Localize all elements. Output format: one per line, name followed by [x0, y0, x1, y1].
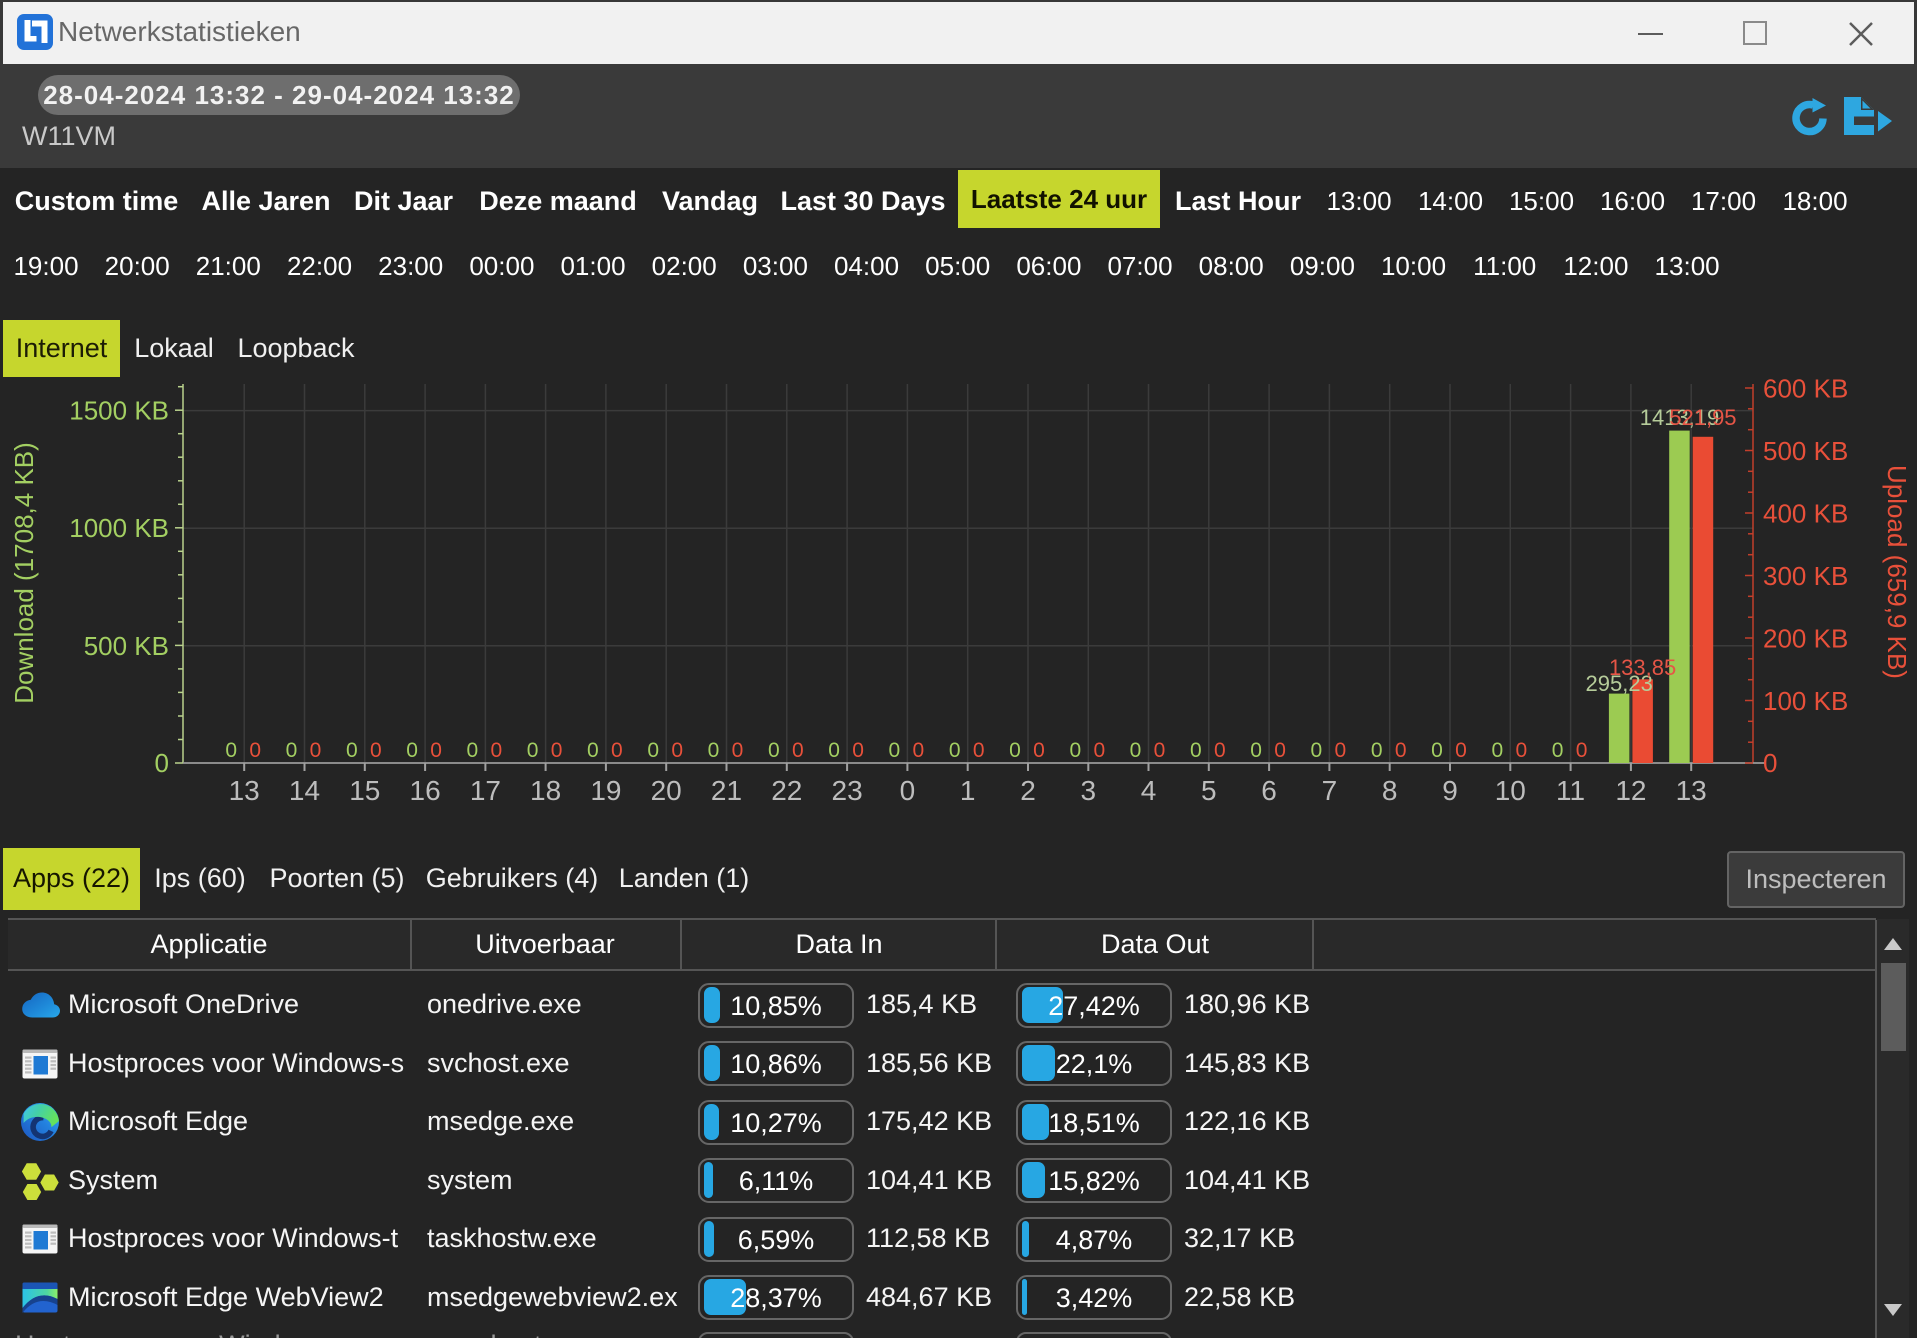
svg-text:0: 0 — [1491, 739, 1503, 762]
svg-text:0: 0 — [527, 739, 539, 762]
svg-text:0: 0 — [155, 748, 169, 778]
svg-text:0: 0 — [310, 739, 322, 762]
svg-text:18: 18 — [530, 775, 561, 806]
svg-text:1500 KB: 1500 KB — [69, 396, 169, 426]
svg-text:Upload (659,9 KB): Upload (659,9 KB) — [1882, 465, 1912, 679]
svg-text:100 KB: 100 KB — [1763, 686, 1848, 716]
svg-text:Download (1708,4 KB): Download (1708,4 KB) — [9, 442, 39, 704]
svg-text:0: 0 — [913, 739, 925, 762]
svg-text:0: 0 — [587, 739, 599, 762]
svg-text:521,95: 521,95 — [1669, 405, 1736, 430]
svg-text:0: 0 — [900, 775, 916, 806]
svg-text:0: 0 — [1250, 739, 1262, 762]
svg-text:22: 22 — [771, 775, 802, 806]
svg-text:0: 0 — [1069, 739, 1081, 762]
svg-text:0: 0 — [1371, 739, 1383, 762]
svg-text:0: 0 — [671, 739, 683, 762]
svg-text:0: 0 — [1455, 739, 1467, 762]
svg-text:13: 13 — [1676, 775, 1707, 806]
svg-text:19: 19 — [590, 775, 621, 806]
svg-text:12: 12 — [1615, 775, 1646, 806]
svg-text:20: 20 — [651, 775, 682, 806]
svg-text:0: 0 — [1515, 739, 1527, 762]
svg-text:0: 0 — [467, 739, 479, 762]
svg-text:0: 0 — [611, 739, 623, 762]
svg-text:17: 17 — [470, 775, 501, 806]
svg-text:0: 0 — [1093, 739, 1105, 762]
svg-text:8: 8 — [1382, 775, 1398, 806]
svg-text:0: 0 — [1130, 739, 1142, 762]
svg-text:0: 0 — [249, 739, 261, 762]
svg-text:0: 0 — [949, 739, 961, 762]
svg-text:5: 5 — [1201, 775, 1217, 806]
svg-text:200 KB: 200 KB — [1763, 623, 1848, 653]
svg-text:0: 0 — [973, 739, 985, 762]
svg-text:133,85: 133,85 — [1609, 655, 1676, 680]
svg-text:2: 2 — [1020, 775, 1036, 806]
svg-text:0: 0 — [852, 739, 864, 762]
svg-text:0: 0 — [1552, 739, 1564, 762]
svg-text:400 KB: 400 KB — [1763, 498, 1848, 528]
svg-text:1000 KB: 1000 KB — [69, 513, 169, 543]
svg-text:0: 0 — [708, 739, 720, 762]
svg-text:0: 0 — [286, 739, 298, 762]
svg-text:0: 0 — [1311, 739, 1323, 762]
svg-text:0: 0 — [889, 739, 901, 762]
svg-text:0: 0 — [732, 739, 744, 762]
svg-text:0: 0 — [768, 739, 780, 762]
svg-text:600 KB: 600 KB — [1763, 373, 1848, 403]
svg-text:0: 0 — [1033, 739, 1045, 762]
svg-text:0: 0 — [406, 739, 418, 762]
svg-text:0: 0 — [1395, 739, 1407, 762]
svg-text:0: 0 — [430, 739, 442, 762]
svg-text:0: 0 — [491, 739, 503, 762]
svg-text:0: 0 — [1335, 739, 1347, 762]
svg-text:0: 0 — [346, 739, 358, 762]
svg-text:9: 9 — [1442, 775, 1458, 806]
svg-text:295,23: 295,23 — [1586, 671, 1653, 696]
svg-text:1: 1 — [960, 775, 976, 806]
svg-text:0: 0 — [1154, 739, 1166, 762]
svg-text:10: 10 — [1495, 775, 1526, 806]
svg-text:500 KB: 500 KB — [84, 631, 169, 661]
svg-text:13: 13 — [229, 775, 260, 806]
svg-text:0: 0 — [1190, 739, 1202, 762]
svg-text:6: 6 — [1261, 775, 1277, 806]
svg-text:4: 4 — [1141, 775, 1157, 806]
svg-text:0: 0 — [225, 739, 237, 762]
svg-text:3: 3 — [1081, 775, 1097, 806]
svg-text:0: 0 — [1274, 739, 1286, 762]
svg-text:0: 0 — [1576, 739, 1588, 762]
svg-text:15: 15 — [349, 775, 380, 806]
svg-text:300 KB: 300 KB — [1763, 561, 1848, 591]
svg-text:0: 0 — [1009, 739, 1021, 762]
svg-text:0: 0 — [792, 739, 804, 762]
svg-text:0: 0 — [551, 739, 563, 762]
svg-text:500 KB: 500 KB — [1763, 436, 1848, 466]
svg-text:0: 0 — [647, 739, 659, 762]
svg-text:0: 0 — [1214, 739, 1226, 762]
svg-text:0: 0 — [1431, 739, 1443, 762]
svg-text:0: 0 — [1763, 748, 1777, 778]
svg-text:1413,19: 1413,19 — [1640, 405, 1720, 430]
svg-text:14: 14 — [289, 775, 320, 806]
svg-text:0: 0 — [370, 739, 382, 762]
svg-text:0: 0 — [828, 739, 840, 762]
svg-text:7: 7 — [1322, 775, 1338, 806]
svg-text:23: 23 — [832, 775, 863, 806]
svg-text:11: 11 — [1556, 775, 1585, 806]
svg-text:21: 21 — [711, 775, 742, 806]
svg-text:16: 16 — [410, 775, 441, 806]
